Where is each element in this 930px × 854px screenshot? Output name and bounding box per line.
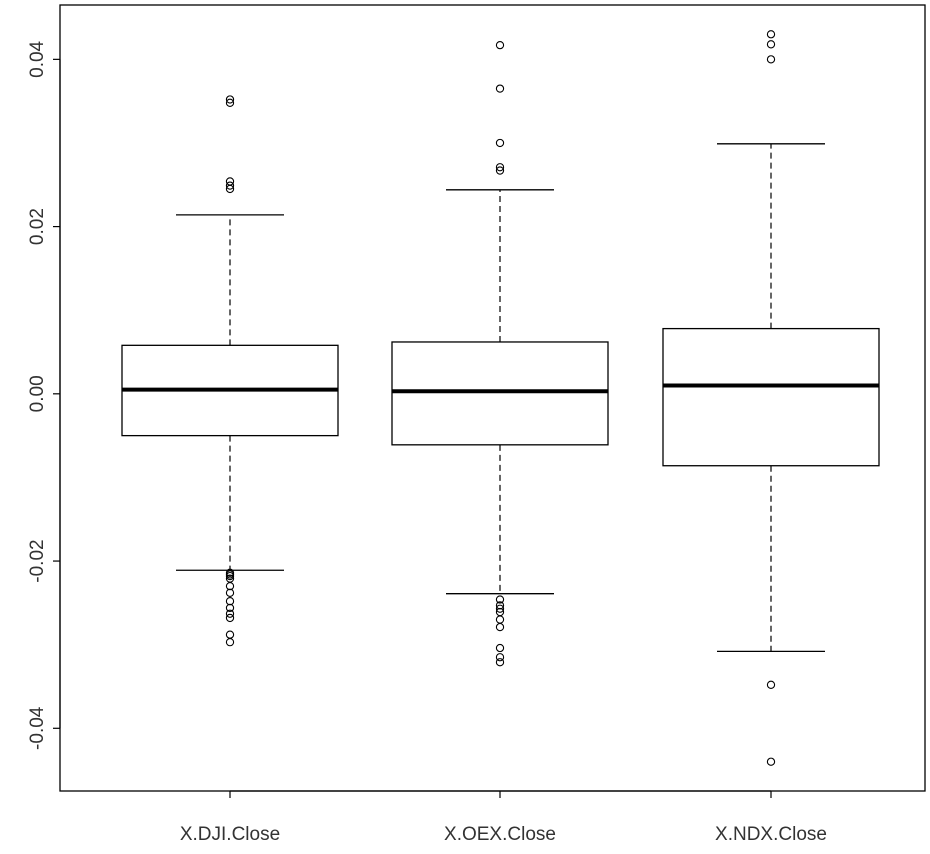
y-tick-label: -0.02 [27, 539, 48, 582]
outlier-point [766, 757, 776, 766]
outlier-point [225, 613, 235, 623]
outlier-point [495, 166, 505, 175]
y-tick-label: -0.04 [27, 706, 48, 750]
box-group-1 [121, 95, 339, 647]
y-tick-label: 0.02 [27, 208, 48, 245]
outlier-point [495, 643, 505, 653]
boxes [121, 30, 880, 766]
outlier-point [766, 680, 776, 689]
outlier-point [225, 95, 235, 104]
outlier-point [225, 571, 235, 581]
outlier-point [495, 658, 505, 667]
outlier-point [495, 653, 505, 662]
x-category-label: X.OEX.Close [444, 824, 556, 845]
outlier-point [225, 177, 235, 186]
outlier-point [495, 84, 505, 93]
outlier-point [225, 603, 235, 613]
outlier-point [495, 615, 505, 624]
outlier-point [495, 595, 505, 604]
outlier-point [766, 40, 776, 49]
box-group-3 [662, 30, 880, 766]
y-tick-label: 0.00 [27, 375, 48, 412]
y-axis: -0.04 -0.02 0.00 0.02 0.04 [27, 40, 61, 750]
outlier-point [766, 55, 776, 64]
outlier-point [225, 609, 235, 618]
outlier-point [766, 30, 776, 39]
x-category-label: X.NDX.Close [715, 824, 827, 845]
box-group-2 [391, 40, 609, 667]
outlier-point [495, 40, 505, 50]
outlier-point [225, 181, 235, 190]
outlier-point [225, 98, 235, 107]
outlier-point [225, 638, 235, 647]
outlier-point [225, 581, 235, 591]
outlier-point [495, 163, 505, 172]
iqr-box [662, 327, 880, 467]
outlier-point [495, 138, 505, 148]
outlier-point [495, 622, 505, 632]
outlier-point [225, 597, 235, 606]
iqr-box [391, 341, 609, 446]
outlier-point [225, 630, 235, 639]
outlier-point [495, 604, 505, 613]
x-category-label: X.DJI.Close [180, 824, 280, 845]
outlier-point [225, 588, 235, 597]
outlier-point [225, 570, 235, 579]
y-tick-label: 0.04 [27, 40, 48, 77]
outlier-point [225, 184, 235, 194]
x-axis: X.DJI.Close X.OEX.Close X.NDX.Close [180, 790, 827, 845]
